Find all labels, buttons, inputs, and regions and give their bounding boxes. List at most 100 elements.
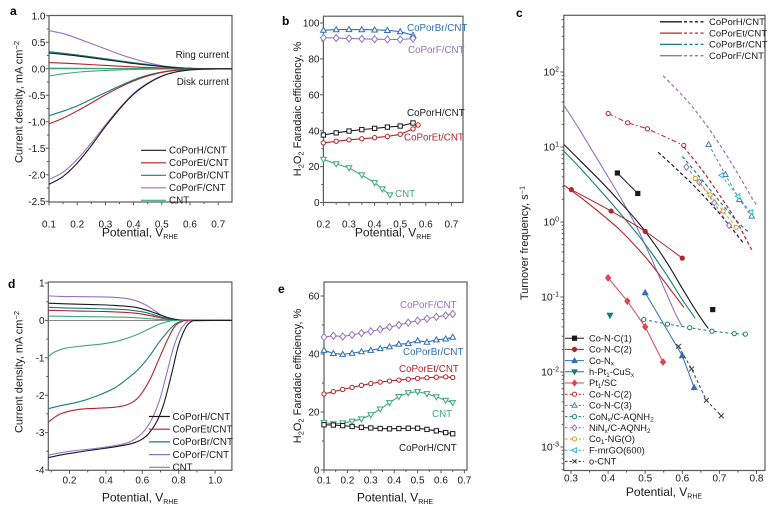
svg-text:b: b bbox=[282, 14, 289, 28]
svg-text:40: 40 bbox=[308, 350, 320, 361]
svg-text:-2.0: -2.0 bbox=[28, 170, 46, 181]
svg-text:0.6: 0.6 bbox=[434, 476, 448, 487]
svg-text:Disk current: Disk current bbox=[177, 77, 230, 88]
svg-text:H2O2 Faradaic efficiency, %: H2O2 Faradaic efficiency, % bbox=[292, 309, 305, 444]
svg-text:CoPorH/CNT: CoPorH/CNT bbox=[169, 146, 227, 157]
svg-text:0.4: 0.4 bbox=[387, 476, 401, 487]
svg-text:CoPorEt/CNT: CoPorEt/CNT bbox=[173, 425, 233, 436]
svg-text:Potential, VRHE: Potential, VRHE bbox=[357, 491, 433, 506]
svg-text:CoPorF/CNT: CoPorF/CNT bbox=[173, 450, 230, 461]
svg-text:0.3: 0.3 bbox=[364, 476, 378, 487]
svg-text:NiNx/C-AQNH2: NiNx/C-AQNH2 bbox=[589, 423, 651, 435]
svg-text:CoPorH/CNT: CoPorH/CNT bbox=[709, 17, 765, 28]
svg-text:-1.5: -1.5 bbox=[28, 144, 46, 155]
svg-text:0.2: 0.2 bbox=[340, 476, 354, 487]
svg-text:Potential, VRHE: Potential, VRHE bbox=[102, 491, 178, 506]
svg-text:0.5: 0.5 bbox=[32, 38, 46, 49]
svg-text:0.7: 0.7 bbox=[444, 220, 458, 231]
svg-text:0.8: 0.8 bbox=[750, 474, 764, 485]
svg-text:F-mrGO(600): F-mrGO(600) bbox=[589, 445, 645, 455]
svg-text:0: 0 bbox=[314, 198, 320, 209]
svg-text:CoPorH/CNT: CoPorH/CNT bbox=[407, 108, 465, 119]
svg-text:0.6: 0.6 bbox=[183, 220, 197, 231]
svg-text:0.5: 0.5 bbox=[155, 220, 169, 231]
svg-text:o-CNT: o-CNT bbox=[589, 457, 617, 467]
svg-text:1.0: 1.0 bbox=[32, 11, 46, 22]
svg-text:0.5: 0.5 bbox=[393, 220, 407, 231]
svg-text:CNT: CNT bbox=[395, 189, 415, 200]
svg-text:CNT: CNT bbox=[173, 463, 193, 474]
svg-text:1.0: 1.0 bbox=[208, 476, 222, 487]
svg-text:a: a bbox=[10, 4, 17, 18]
svg-text:-0.5: -0.5 bbox=[28, 91, 46, 102]
svg-text:Current density, mA cm−2: Current density, mA cm−2 bbox=[12, 311, 26, 433]
svg-text:0.6: 0.6 bbox=[419, 220, 433, 231]
svg-text:CNT: CNT bbox=[169, 196, 189, 207]
svg-text:0.2: 0.2 bbox=[70, 220, 84, 231]
svg-text:60: 60 bbox=[308, 90, 320, 101]
svg-text:Co1-NG(O): Co1-NG(O) bbox=[589, 434, 635, 446]
svg-text:CoPorEt/CNT: CoPorEt/CNT bbox=[399, 364, 459, 375]
svg-text:CoPorF/CNT: CoPorF/CNT bbox=[709, 51, 764, 62]
svg-text:20: 20 bbox=[308, 408, 320, 419]
svg-text:Co-Nx: Co-Nx bbox=[589, 356, 615, 368]
svg-text:CoNx/C-AQNH2: CoNx/C-AQNH2 bbox=[589, 412, 654, 424]
svg-text:Turnover frequency, s−1: Turnover frequency, s−1 bbox=[517, 186, 531, 300]
svg-text:0.6: 0.6 bbox=[135, 476, 149, 487]
svg-text:c: c bbox=[516, 6, 523, 20]
svg-text:CoPorBr/CNT: CoPorBr/CNT bbox=[169, 171, 229, 182]
svg-text:Co-N-C(2): Co-N-C(2) bbox=[589, 345, 632, 355]
svg-text:Pt1/SC: Pt1/SC bbox=[589, 378, 617, 390]
svg-text:60: 60 bbox=[308, 292, 320, 303]
svg-text:0.3: 0.3 bbox=[98, 220, 112, 231]
svg-text:0.3: 0.3 bbox=[342, 220, 356, 231]
svg-text:-4: -4 bbox=[36, 466, 45, 477]
svg-text:0.4: 0.4 bbox=[127, 220, 141, 231]
svg-text:Current density, mA cm−2: Current density, mA cm−2 bbox=[12, 41, 26, 163]
svg-text:CoPorBr/CNT: CoPorBr/CNT bbox=[173, 437, 233, 448]
svg-text:80: 80 bbox=[308, 55, 320, 66]
svg-text:0.0: 0.0 bbox=[32, 64, 46, 75]
svg-text:0.8: 0.8 bbox=[172, 476, 186, 487]
svg-text:0.7: 0.7 bbox=[712, 474, 726, 485]
svg-text:CoPorF/CNT: CoPorF/CNT bbox=[408, 45, 465, 56]
svg-text:0.2: 0.2 bbox=[316, 220, 330, 231]
svg-text:Co-N-C(3): Co-N-C(3) bbox=[589, 401, 632, 411]
svg-text:0: 0 bbox=[39, 316, 45, 327]
svg-text:Potential, VRHE: Potential, VRHE bbox=[355, 226, 431, 241]
svg-text:0.3: 0.3 bbox=[564, 474, 578, 485]
svg-text:Potential, VRHE: Potential, VRHE bbox=[102, 226, 178, 241]
svg-text:0.4: 0.4 bbox=[601, 474, 615, 485]
svg-text:CoPorF/CNT: CoPorF/CNT bbox=[400, 300, 457, 311]
svg-text:Co-N-C(2): Co-N-C(2) bbox=[589, 389, 632, 399]
svg-text:0.4: 0.4 bbox=[99, 476, 113, 487]
svg-text:CoPorH/CNT: CoPorH/CNT bbox=[399, 443, 457, 454]
svg-text:CoPorBr/CNT: CoPorBr/CNT bbox=[709, 40, 768, 51]
svg-text:0.1: 0.1 bbox=[317, 476, 331, 487]
svg-text:CNT: CNT bbox=[432, 409, 452, 420]
svg-text:-1: -1 bbox=[36, 353, 45, 364]
svg-text:d: d bbox=[8, 277, 15, 291]
svg-text:1: 1 bbox=[39, 279, 45, 290]
svg-text:-1.0: -1.0 bbox=[28, 117, 46, 128]
svg-text:-2.5: -2.5 bbox=[28, 197, 46, 208]
svg-text:0.7: 0.7 bbox=[211, 220, 225, 231]
svg-text:CoPorEt/CNT: CoPorEt/CNT bbox=[709, 28, 767, 39]
svg-text:0.7: 0.7 bbox=[457, 476, 471, 487]
svg-text:Ring current: Ring current bbox=[176, 50, 230, 61]
svg-text:0.5: 0.5 bbox=[411, 476, 425, 487]
svg-text:e: e bbox=[278, 282, 285, 296]
svg-text:-3: -3 bbox=[36, 428, 45, 439]
svg-text:H2O2 Faradaic efficiency, %: H2O2 Faradaic efficiency, % bbox=[292, 42, 305, 177]
svg-text:0: 0 bbox=[314, 466, 320, 477]
svg-text:40: 40 bbox=[308, 126, 320, 137]
svg-text:CoPorBr/CNT: CoPorBr/CNT bbox=[407, 23, 467, 34]
svg-text:100: 100 bbox=[303, 19, 320, 30]
svg-text:0.1: 0.1 bbox=[42, 220, 56, 231]
svg-text:Co-N-C(1): Co-N-C(1) bbox=[589, 333, 632, 343]
svg-text:0.2: 0.2 bbox=[63, 476, 77, 487]
svg-text:CoPorBr/CNT: CoPorBr/CNT bbox=[403, 347, 463, 358]
svg-text:20: 20 bbox=[308, 162, 320, 173]
svg-text:CoPorH/CNT: CoPorH/CNT bbox=[173, 412, 231, 423]
svg-text:0.5: 0.5 bbox=[638, 474, 652, 485]
